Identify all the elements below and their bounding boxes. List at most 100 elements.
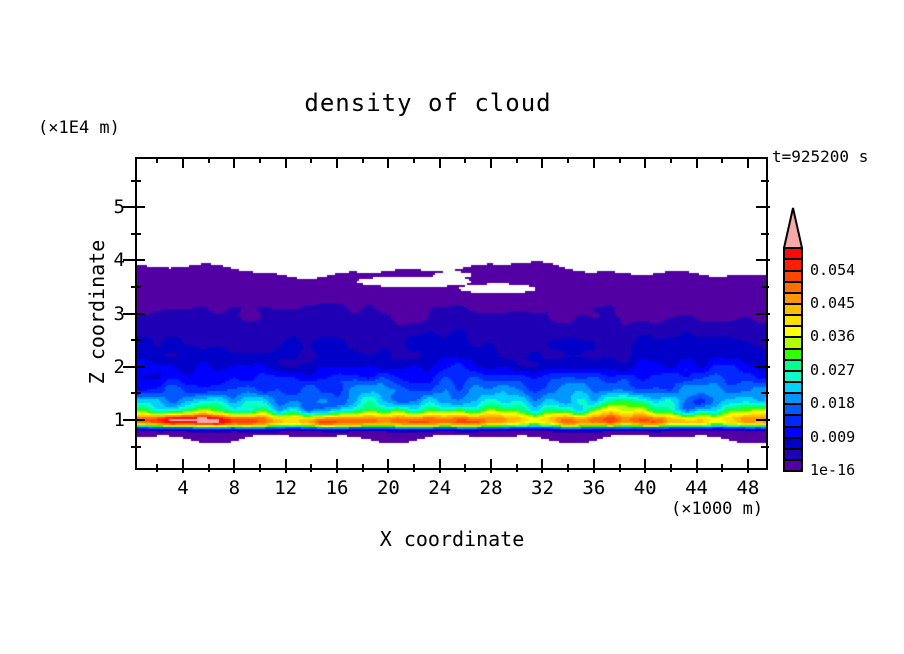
tick-mark xyxy=(156,464,158,472)
x-axis-title: X coordinate xyxy=(379,527,525,551)
tick-mark xyxy=(756,206,770,208)
tick-mark xyxy=(123,419,145,421)
tick-mark xyxy=(413,464,415,472)
tick-mark xyxy=(156,157,158,163)
tick-mark xyxy=(259,464,261,472)
tick-mark xyxy=(233,157,235,168)
x-tick-label: 4 xyxy=(177,477,189,499)
y-tick-label: 3 xyxy=(113,302,125,325)
tick-mark xyxy=(490,459,492,473)
tick-mark xyxy=(336,157,338,168)
tick-mark xyxy=(593,459,595,473)
tick-mark xyxy=(721,157,723,163)
tick-mark xyxy=(208,157,210,163)
colorbar-level-label: 0.009 xyxy=(810,427,856,446)
tick-mark xyxy=(761,446,769,448)
tick-mark xyxy=(761,180,769,182)
tick-mark xyxy=(756,313,770,315)
tick-mark xyxy=(362,464,364,472)
tick-mark xyxy=(567,464,569,472)
tick-mark xyxy=(756,366,770,368)
x-tick-label: 16 xyxy=(325,477,349,499)
y-tick-label: 1 xyxy=(113,409,125,431)
tick-mark xyxy=(182,157,184,168)
tick-mark xyxy=(516,464,518,472)
tick-mark xyxy=(541,157,543,168)
tick-mark xyxy=(541,459,543,473)
tick-mark xyxy=(619,157,621,163)
tick-mark xyxy=(439,459,441,473)
tick-mark xyxy=(761,286,769,288)
tick-mark xyxy=(123,206,145,208)
y-tick-label: 4 xyxy=(113,249,125,272)
tick-mark xyxy=(619,464,621,472)
tick-mark xyxy=(761,233,769,235)
tick-mark xyxy=(490,157,492,168)
tick-mark xyxy=(516,157,518,163)
tick-mark xyxy=(182,459,184,473)
tick-mark xyxy=(747,157,749,168)
colorbar-level-label: 0.018 xyxy=(810,394,856,413)
tick-mark xyxy=(233,459,235,473)
tick-mark xyxy=(123,366,145,368)
tick-mark xyxy=(464,157,466,163)
y-tick-label: 2 xyxy=(113,355,125,378)
tick-mark xyxy=(208,464,210,472)
tick-mark xyxy=(670,157,672,163)
tick-mark xyxy=(285,459,287,473)
tick-mark xyxy=(131,339,141,341)
tick-mark xyxy=(670,464,672,472)
tick-mark xyxy=(644,157,646,168)
tick-mark xyxy=(567,157,569,163)
tick-mark xyxy=(362,157,364,163)
x-tick-label: 48 xyxy=(736,477,760,499)
tick-mark xyxy=(387,459,389,473)
tick-mark xyxy=(285,157,287,168)
x-axis-unit-label: (×1000 m) xyxy=(671,499,764,519)
x-tick-label: 36 xyxy=(582,477,606,499)
tick-mark xyxy=(721,464,723,472)
tick-mark xyxy=(761,392,769,394)
tick-mark xyxy=(747,459,749,473)
tick-mark xyxy=(131,233,141,235)
colorbar-level-label: 1e-16 xyxy=(810,461,856,480)
x-tick-label: 12 xyxy=(274,477,298,499)
colorbar-level-label: 0.054 xyxy=(810,260,856,279)
chart-title: density of cloud xyxy=(304,89,552,117)
tick-mark xyxy=(123,313,145,315)
time-label: t=925200 s xyxy=(772,147,869,166)
tick-mark xyxy=(464,464,466,472)
tick-mark xyxy=(756,259,770,261)
tick-mark xyxy=(131,180,141,182)
colorbar-level-label: 0.027 xyxy=(810,360,856,379)
tick-mark xyxy=(439,157,441,168)
tick-mark xyxy=(696,157,698,168)
x-tick-label: 32 xyxy=(531,477,554,499)
x-tick-label: 44 xyxy=(685,477,708,499)
y-tick-label: 5 xyxy=(113,196,125,219)
tick-mark xyxy=(756,419,770,421)
tick-mark xyxy=(761,339,769,341)
tick-mark xyxy=(259,157,261,163)
tick-mark xyxy=(593,157,595,168)
tick-mark xyxy=(413,157,415,163)
contour-field-canvas xyxy=(137,159,766,468)
tick-mark xyxy=(123,259,145,261)
x-tick-label: 28 xyxy=(479,477,503,499)
x-tick-label: 8 xyxy=(228,477,241,499)
x-tick-label: 24 xyxy=(428,477,452,499)
x-tick-label: 20 xyxy=(376,477,400,499)
x-tick-label: 40 xyxy=(633,477,657,499)
tick-mark xyxy=(131,446,141,448)
y-axis-unit-label: (×1E4 m) xyxy=(38,118,120,138)
colorbar-segment xyxy=(783,247,803,261)
tick-mark xyxy=(644,459,646,473)
tick-mark xyxy=(696,459,698,473)
colorbar-level-label: 0.036 xyxy=(810,327,856,346)
tick-mark xyxy=(387,157,389,168)
plot-frame xyxy=(135,157,768,470)
tick-mark xyxy=(310,464,312,472)
colorbar-overflow-triangle xyxy=(783,207,803,249)
tick-mark xyxy=(310,157,312,163)
